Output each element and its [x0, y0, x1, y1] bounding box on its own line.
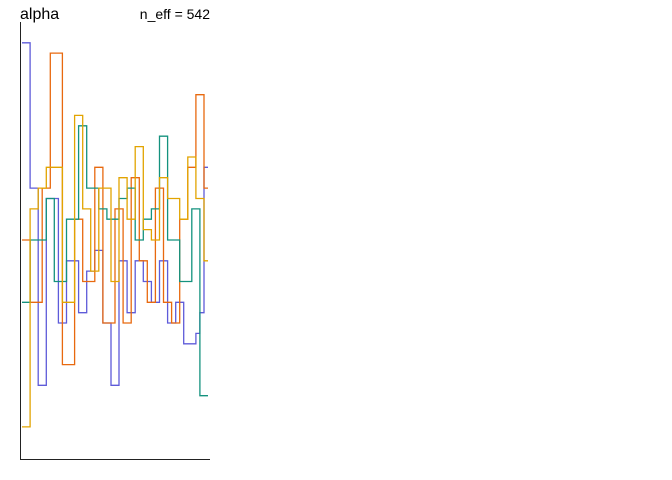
panel-title: alpha: [20, 6, 59, 23]
trace-lines: [22, 42, 208, 428]
chain-4-trace: [22, 114, 208, 428]
neff-label: n_eff = 542: [140, 6, 210, 22]
chain-1-trace: [22, 42, 208, 386]
